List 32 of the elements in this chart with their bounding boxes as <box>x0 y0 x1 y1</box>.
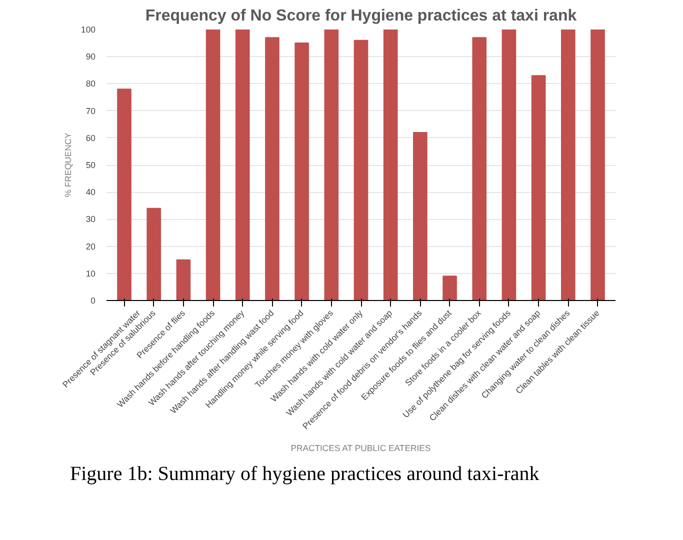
x-axis-title: PRACTICES AT PUBLIC EATERIES <box>290 442 431 453</box>
bar <box>146 208 162 300</box>
y-tick-label: 80 <box>86 78 96 89</box>
y-tick-label: 90 <box>86 52 96 62</box>
y-tick-label: 40 <box>86 187 96 198</box>
y-tick-label: 30 <box>86 214 96 224</box>
bar <box>324 30 339 300</box>
bar <box>472 37 487 300</box>
bar <box>117 88 132 300</box>
bar <box>413 132 428 300</box>
bar <box>531 75 546 300</box>
bar <box>502 30 516 300</box>
bar <box>176 259 191 300</box>
y-axis-title: % FREQUENCY <box>63 132 74 198</box>
bar <box>265 37 280 300</box>
bar <box>590 30 605 300</box>
caption: Figure 1b: Summary of hygiene practices around taxi-rank <box>70 462 540 487</box>
bar <box>206 30 220 300</box>
y-tick-label: 70 <box>86 106 96 116</box>
bar <box>235 30 250 300</box>
bar <box>354 40 368 300</box>
bar <box>383 30 398 300</box>
chart-title: Frequency of No Score for Hygiene practices at taxi rank <box>145 8 577 24</box>
y-tick-label: 50 <box>86 160 96 170</box>
bar <box>560 30 576 300</box>
y-tick-label: 10 <box>86 268 96 278</box>
y-tick-label: 0 <box>90 296 96 306</box>
y-tick-label: 60 <box>86 132 96 143</box>
bar <box>294 42 309 300</box>
y-tick-label: 20 <box>86 241 96 252</box>
y-tick-label: 100 <box>81 24 96 34</box>
bar <box>442 276 457 300</box>
